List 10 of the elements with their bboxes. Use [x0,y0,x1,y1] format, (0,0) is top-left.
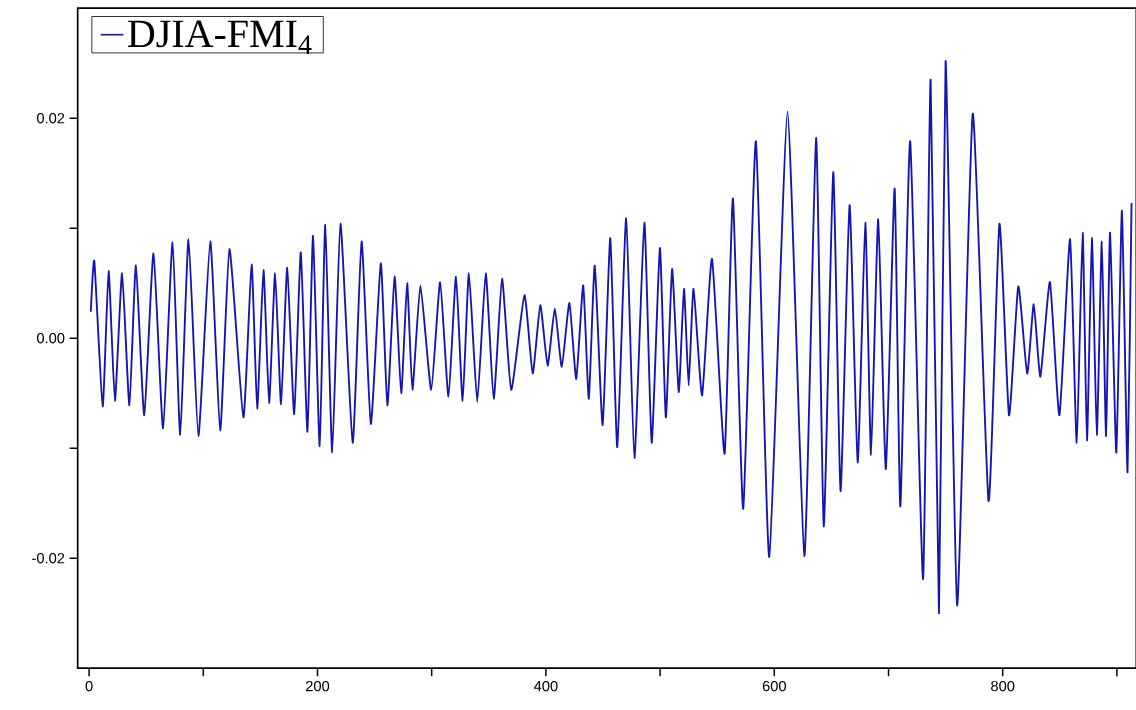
y-tick-label: -0.02 [32,553,65,564]
x-tick-label: 0 [85,680,93,692]
x-tick-label: 600 [762,680,786,692]
x-tick-label: 800 [991,680,1015,692]
y-tick-label: 0.02 [36,113,65,124]
x-tick-label: 400 [533,680,558,692]
x-tick-label: 200 [305,680,330,692]
legend-label: DJIA-FMI$_{4}$ [128,20,312,54]
y-tick-label: 0.00 [36,333,65,344]
line-series [89,60,1133,615]
